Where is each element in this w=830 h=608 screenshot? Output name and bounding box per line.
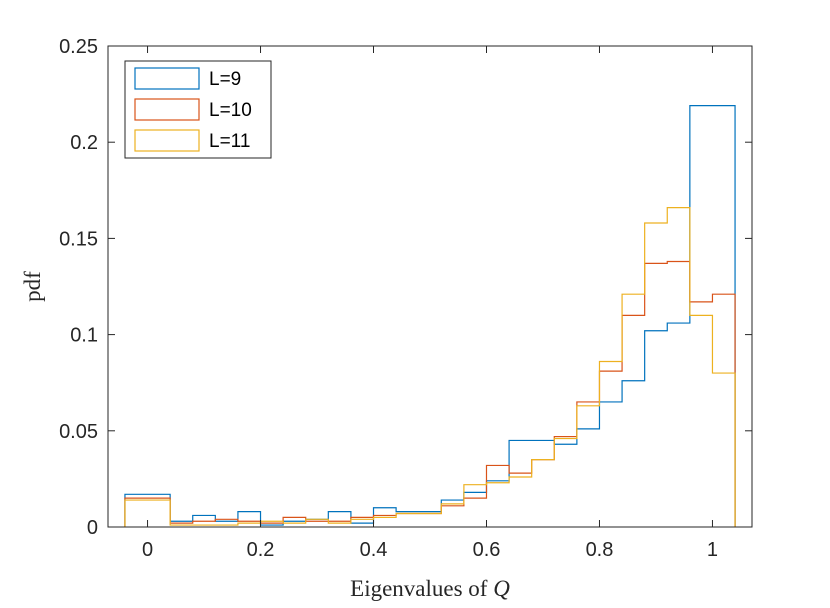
legend-label-l9: L=9 <box>209 69 241 90</box>
legend-label-l11: L=11 <box>209 131 250 152</box>
x-axis-label: Eigenvalues of Q <box>350 576 510 601</box>
series-line-l11 <box>124 207 736 527</box>
x-tick-label: 0.8 <box>586 539 614 561</box>
legend-box <box>124 60 272 159</box>
legend-swatch-l9 <box>134 67 200 90</box>
series-line-l10 <box>124 260 736 527</box>
legend-swatch-l11 <box>134 129 200 152</box>
x-tick-label: 0.6 <box>473 539 501 561</box>
x-tick-label: 0.4 <box>360 539 388 561</box>
y-tick-label: 0.15 <box>59 228 98 250</box>
y-tick-label: 0.1 <box>70 325 98 347</box>
y-tick-label: 0.2 <box>70 132 98 154</box>
series-line-l9 <box>124 105 736 527</box>
series-layer <box>124 105 736 527</box>
y-axis-label: pdf <box>20 271 45 302</box>
x-tick-label: 0 <box>142 539 153 561</box>
y-tick-label: 0.25 <box>59 36 98 58</box>
legend-swatch-l10 <box>134 98 200 121</box>
x-tick-label: 0.2 <box>247 539 275 561</box>
x-tick-label: 1 <box>707 539 718 561</box>
y-tick-label: 0.05 <box>59 421 98 443</box>
y-tick-label: 0 <box>87 517 98 539</box>
plot-box <box>107 45 753 528</box>
axes-layer: 0 0.2 0.4 0.6 0.8 1 0 0.05 0.1 0.15 0.2 0.25 <box>59 36 753 561</box>
legend-label-l10: L=10 <box>209 100 252 121</box>
legend: L=9 L=10 L=11 <box>124 60 272 159</box>
